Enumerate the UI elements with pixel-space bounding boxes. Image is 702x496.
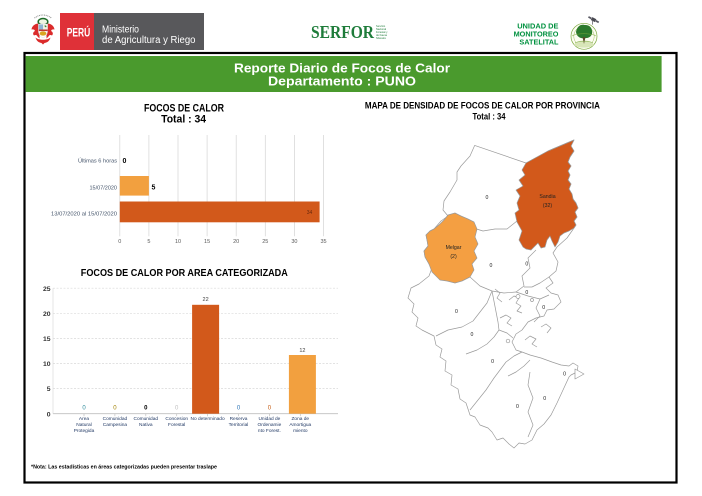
svg-text:0: 0 bbox=[237, 406, 241, 412]
svg-text:Total : 34: Total : 34 bbox=[473, 112, 506, 122]
svg-text:0: 0 bbox=[486, 195, 489, 201]
svg-text:Territorial: Territorial bbox=[229, 422, 249, 428]
svg-text:34: 34 bbox=[307, 210, 313, 216]
svg-text:0: 0 bbox=[543, 396, 546, 402]
svg-text:20: 20 bbox=[43, 311, 51, 318]
svg-text:de Agricultura y Riego: de Agricultura y Riego bbox=[102, 35, 196, 46]
svg-text:0: 0 bbox=[118, 239, 121, 245]
svg-text:FOCOS DE CALOR: FOCOS DE CALOR bbox=[144, 103, 224, 115]
svg-text:0: 0 bbox=[455, 309, 458, 315]
svg-text:Forestal y: Forestal y bbox=[376, 30, 388, 34]
svg-text:UNIDAD DE: UNIDAD DE bbox=[517, 22, 558, 31]
svg-text:Ministerio: Ministerio bbox=[102, 24, 139, 35]
svg-text:Nacional: Nacional bbox=[376, 27, 387, 31]
svg-text:0: 0 bbox=[47, 411, 51, 418]
svg-text:Forestal: Forestal bbox=[168, 422, 185, 428]
svg-text:FOCOS DE CALOR POR AREA CATEGO: FOCOS DE CALOR POR AREA CATEGORIZADA bbox=[81, 267, 288, 279]
svg-text:*Nota: Las estadísticas en áre: *Nota: Las estadísticas en áreas categor… bbox=[31, 464, 218, 470]
svg-text:15: 15 bbox=[43, 336, 51, 343]
svg-text:0: 0 bbox=[471, 332, 474, 338]
svg-text:PERÚ: PERÚ bbox=[67, 26, 91, 39]
svg-text:25: 25 bbox=[262, 239, 268, 245]
svg-text:15/07/2020: 15/07/2020 bbox=[90, 186, 118, 192]
svg-text:No determinado: No determinado bbox=[191, 416, 225, 422]
svg-text:5: 5 bbox=[147, 239, 150, 245]
svg-text:30: 30 bbox=[291, 239, 297, 245]
svg-text:20: 20 bbox=[233, 239, 239, 245]
svg-text:Protegida: Protegida bbox=[74, 428, 95, 434]
svg-text:Ordenamie: Ordenamie bbox=[258, 422, 282, 428]
svg-text:Natural: Natural bbox=[76, 422, 91, 428]
svg-text:12: 12 bbox=[299, 348, 305, 354]
svg-text:Total : 34: Total : 34 bbox=[161, 113, 207, 125]
svg-text:0: 0 bbox=[525, 262, 528, 268]
svg-text:miento: miento bbox=[293, 428, 308, 434]
svg-text:35: 35 bbox=[320, 239, 326, 245]
svg-text:0: 0 bbox=[525, 290, 528, 296]
svg-text:10: 10 bbox=[43, 361, 51, 368]
svg-text:Reserva: Reserva bbox=[230, 416, 248, 422]
svg-text:Zona de: Zona de bbox=[291, 416, 309, 422]
svg-text:Reporte Diario de Focos de Cal: Reporte Diario de Focos de Calor bbox=[234, 61, 450, 76]
svg-text:nto Forest.: nto Forest. bbox=[258, 428, 281, 434]
svg-text:13/07/2020 al 15/07/2020: 13/07/2020 al 15/07/2020 bbox=[51, 212, 117, 218]
svg-text:5: 5 bbox=[152, 185, 156, 192]
svg-text:MONITOREO: MONITOREO bbox=[514, 30, 559, 39]
svg-text:Campesina: Campesina bbox=[103, 422, 128, 428]
svg-text:Sandia: Sandia bbox=[539, 194, 555, 200]
svg-text:22: 22 bbox=[203, 297, 209, 303]
svg-text:Últimas 6 horas: Últimas 6 horas bbox=[78, 158, 118, 165]
svg-text:Comunidad: Comunidad bbox=[134, 416, 159, 422]
svg-text:Comunidad: Comunidad bbox=[103, 416, 128, 422]
svg-text:de Fauna: de Fauna bbox=[376, 33, 388, 37]
svg-text:25: 25 bbox=[43, 286, 51, 293]
svg-text:0: 0 bbox=[144, 406, 148, 412]
svg-text:0: 0 bbox=[123, 158, 127, 165]
svg-text:0: 0 bbox=[491, 359, 494, 365]
svg-text:10: 10 bbox=[175, 239, 181, 245]
svg-text:MAPA DE DENSIDAD DE FOCOS DE C: MAPA DE DENSIDAD DE FOCOS DE CALOR POR P… bbox=[365, 100, 600, 111]
svg-text:0: 0 bbox=[490, 263, 493, 269]
svg-text:0: 0 bbox=[82, 406, 86, 412]
svg-text:5: 5 bbox=[47, 386, 51, 393]
svg-text:0: 0 bbox=[542, 305, 545, 311]
svg-text:15: 15 bbox=[204, 239, 210, 245]
svg-text:Unidad de: Unidad de bbox=[258, 416, 280, 422]
svg-text:0: 0 bbox=[113, 406, 117, 412]
svg-text:0: 0 bbox=[268, 406, 272, 412]
svg-text:(32): (32) bbox=[543, 203, 552, 209]
svg-text:(2): (2) bbox=[450, 254, 457, 260]
svg-text:SERFOR: SERFOR bbox=[311, 22, 375, 42]
svg-text:0: 0 bbox=[563, 372, 566, 378]
svg-text:Amortigua: Amortigua bbox=[289, 422, 311, 428]
svg-text:Nativa: Nativa bbox=[139, 422, 153, 428]
svg-text:Area: Area bbox=[79, 416, 89, 422]
svg-text:SATELITAL: SATELITAL bbox=[519, 37, 559, 46]
svg-text:Servicio: Servicio bbox=[376, 24, 386, 28]
svg-text:0: 0 bbox=[175, 406, 179, 412]
svg-text:Departamento : PUNO: Departamento : PUNO bbox=[268, 73, 416, 88]
svg-text:Melgar: Melgar bbox=[446, 245, 462, 251]
svg-text:0: 0 bbox=[516, 404, 519, 410]
svg-text:Concesion: Concesion bbox=[165, 416, 188, 422]
svg-text:Silvestre: Silvestre bbox=[376, 36, 387, 40]
